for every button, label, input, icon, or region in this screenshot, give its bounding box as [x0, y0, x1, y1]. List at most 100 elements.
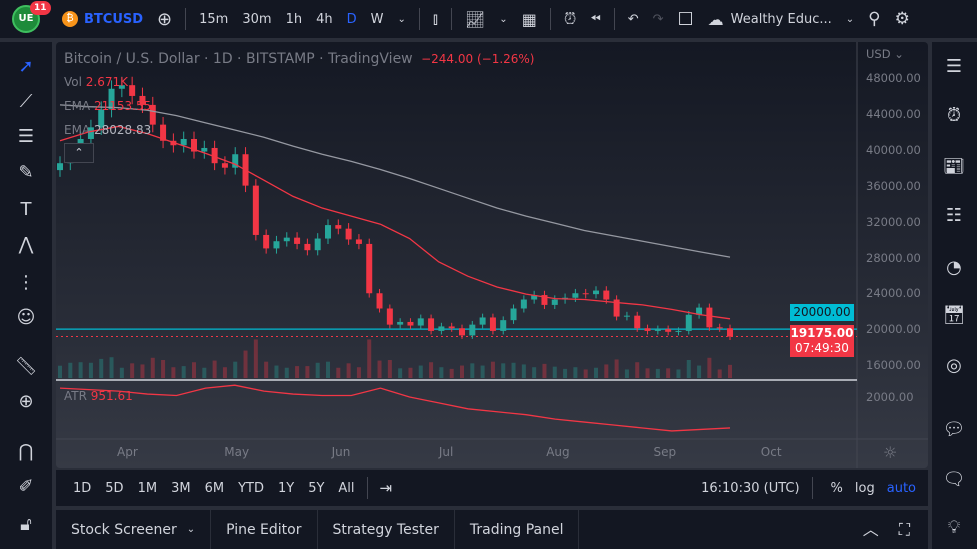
add-symbol-icon[interactable]: ⊕ — [157, 8, 173, 30]
notification-badge: 11 — [30, 1, 51, 15]
layout-icon[interactable]: ▦ — [521, 9, 537, 29]
volume-bar — [346, 363, 351, 378]
brush-icon[interactable]: ✎ — [18, 162, 34, 183]
interval-30m[interactable]: 30m — [242, 11, 272, 27]
undo-icon[interactable]: ↶ — [627, 11, 639, 27]
volume-bar — [449, 368, 454, 378]
log-toggle[interactable]: log — [854, 480, 875, 496]
alarm-icon[interactable]: ⏰︎ — [946, 105, 962, 126]
candle — [345, 228, 352, 240]
volume-bar — [594, 367, 598, 378]
fib-icon[interactable]: ☰ — [17, 126, 35, 147]
chevron-up-icon[interactable]: ︿ — [862, 520, 879, 539]
range-1d[interactable]: 1D — [73, 480, 92, 496]
ruler-icon[interactable]: 📏︎ — [14, 356, 38, 377]
messages-icon[interactable]: 🗨︎ — [942, 469, 966, 490]
candle — [294, 237, 301, 244]
candle — [139, 95, 146, 105]
interval-4h[interactable]: 4h — [316, 11, 333, 27]
volume-bar — [552, 366, 557, 378]
range-6m[interactable]: 6M — [204, 480, 225, 496]
chevron-down-icon[interactable]: ⌄ — [397, 13, 406, 25]
pattern-icon[interactable]: ⋀ — [18, 234, 34, 255]
settings-sun-icon[interactable]: ☼ — [883, 443, 898, 462]
range-ytd[interactable]: YTD — [238, 480, 264, 496]
hotlist-icon[interactable]: ◔ — [946, 257, 962, 278]
cloud-icon[interactable]: ☁︎ — [707, 9, 724, 29]
gear-icon[interactable]: ⚙︎ — [894, 9, 910, 29]
clock[interactable]: 16:10:30 (UTC) — [701, 480, 800, 496]
indicators-icon[interactable]: 📈︎ — [464, 9, 486, 29]
tab-trading-panel[interactable]: Trading Panel — [455, 510, 580, 549]
volume-bar — [326, 361, 330, 378]
trendline-icon[interactable]: ⟋ — [19, 91, 33, 112]
interval-w[interactable]: W — [370, 11, 384, 27]
replay-icon[interactable]: ⏪︎ — [590, 11, 601, 27]
emoji-icon[interactable]: ☺ — [16, 307, 36, 328]
volume-bar — [367, 339, 372, 378]
search-icon[interactable]: ⚲ — [868, 9, 881, 29]
alert-icon[interactable]: ⏰︎ — [563, 9, 577, 28]
chevron-down-icon[interactable]: ⌄ — [499, 13, 508, 25]
volume-bar — [635, 362, 640, 378]
chart-canvas[interactable] — [56, 42, 928, 468]
news-icon[interactable]: 📰︎ — [942, 156, 966, 177]
range-all[interactable]: All — [338, 480, 355, 496]
maximize-icon[interactable]: ⛶ — [898, 520, 910, 539]
ema-fast-line — [59, 125, 731, 320]
time-tick: Sep — [653, 445, 677, 459]
lightbulb-icon[interactable]: 💡︎ — [947, 517, 961, 538]
atr-legend: ATR 951.61 — [64, 389, 133, 403]
chat-icon[interactable]: 💬︎ — [942, 419, 966, 440]
auto-toggle[interactable]: auto — [886, 480, 916, 496]
range-5y[interactable]: 5Y — [308, 480, 325, 496]
chevron-down-icon[interactable]: ⌄ — [186, 524, 196, 535]
ema-fast-value: 21153.55 — [93, 99, 152, 113]
volume-bar — [192, 362, 196, 378]
cursor-icon[interactable]: ➚ — [18, 56, 34, 77]
collapse-legend-button[interactable]: ⌃ — [64, 143, 94, 163]
ideas-icon[interactable]: ◎ — [946, 355, 962, 376]
currency-selector[interactable]: USD ⌄ — [866, 47, 904, 61]
lock-drawing-icon[interactable]: ✐ — [18, 476, 34, 497]
fullscreen-icon[interactable]: ☐ — [677, 8, 694, 30]
avatar[interactable]: UE 11 — [12, 1, 51, 33]
range-1y[interactable]: 1Y — [277, 480, 295, 496]
time-tick: May — [224, 445, 250, 459]
range-5d[interactable]: 5D — [105, 480, 124, 496]
interval-1h[interactable]: 1h — [285, 11, 303, 27]
calendar-icon[interactable]: 📅︎ — [942, 305, 966, 326]
bitcoin-icon: ₿ — [62, 11, 78, 27]
interval-15m[interactable]: 15m — [199, 11, 229, 27]
tab-stock-screener[interactable]: Stock Screener ⌄ — [56, 510, 212, 549]
volume-bar — [676, 369, 681, 378]
interval-d[interactable]: D — [346, 11, 357, 27]
watchlist-icon[interactable]: ☰ — [945, 56, 963, 77]
candle — [727, 328, 733, 337]
redo-icon[interactable]: ↷ — [652, 11, 664, 27]
magnet-icon[interactable]: ⋂ — [18, 441, 34, 462]
candle — [149, 104, 156, 125]
range-1m[interactable]: 1M — [137, 480, 158, 496]
tab-strategy-tester[interactable]: Strategy Tester — [318, 510, 455, 549]
zoom-in-icon[interactable]: ⊕ — [18, 391, 34, 412]
candles-icon[interactable]: ⫾ — [432, 9, 438, 28]
chart-area[interactable]: Bitcoin / U.S. Dollar · 1D · BITSTAMP · … — [56, 42, 928, 468]
range-3m[interactable]: 3M — [171, 480, 191, 496]
prediction-icon[interactable]: ⋮ — [17, 272, 35, 293]
candle — [160, 124, 167, 141]
volume-legend: Vol 2.671K — [64, 75, 128, 89]
lock-icon[interactable]: 🔓︎ — [20, 514, 32, 535]
candle — [304, 243, 311, 251]
goto-date-icon[interactable]: ⇥ — [379, 479, 393, 497]
text-icon[interactable]: T — [20, 199, 32, 220]
tab-pine-editor[interactable]: Pine Editor — [211, 510, 318, 549]
price-tick: 32000.00 — [866, 214, 921, 229]
candle — [417, 318, 424, 326]
layout-name[interactable]: Wealthy Educ... — [730, 11, 832, 27]
symbol-search[interactable]: BTCUSD — [84, 11, 144, 27]
volume-bar — [501, 363, 506, 378]
chevron-down-icon[interactable]: ⌄ — [845, 13, 855, 25]
percent-toggle[interactable]: % — [830, 480, 843, 496]
calendar-list-icon[interactable]: ☷ — [945, 205, 963, 226]
